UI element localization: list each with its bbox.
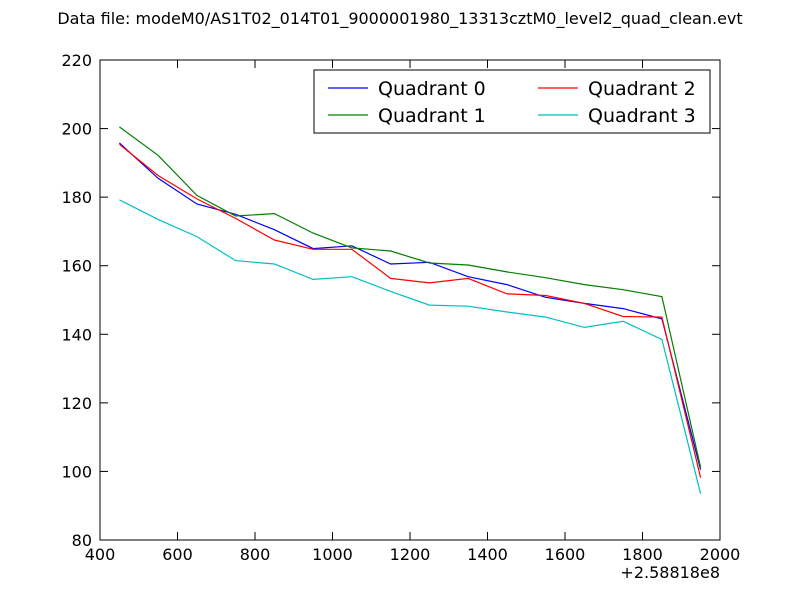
legend-items: Quadrant 0 Quadrant 1 Quadrant 2 Quadrant 3: [328, 78, 696, 127]
x-axis-offset-label: +2.58818e8: [620, 563, 720, 582]
series-line-quadrant-3: [119, 199, 702, 494]
x-tick-label: 1800: [622, 545, 663, 564]
legend-label-quadrant-0: Quadrant 0: [378, 78, 486, 100]
y-tick-label: 180: [61, 188, 92, 207]
x-tick-label: 600: [162, 545, 193, 564]
y-tick-label: 160: [61, 257, 92, 276]
y-tick-label: 100: [61, 462, 92, 481]
legend-label-quadrant-3: Quadrant 3: [588, 105, 696, 127]
y-tick-label: 120: [61, 394, 92, 413]
series-line-quadrant-1: [119, 126, 702, 468]
x-tick-label: 1000: [312, 545, 353, 564]
series-layer: [118, 126, 702, 494]
y-tick-label: 140: [61, 325, 92, 344]
y-axis: 80 100 120 140 160 180 200 220: [61, 51, 720, 550]
y-tick-label: 80: [72, 531, 92, 550]
x-tick-label: 1200: [390, 545, 431, 564]
x-tick-label: 800: [240, 545, 271, 564]
series-line-quadrant-0: [118, 142, 702, 470]
y-tick-label: 200: [61, 120, 92, 139]
x-tick-label: 1400: [467, 545, 508, 564]
legend-label-quadrant-1: Quadrant 1: [378, 105, 486, 127]
x-tick-label: 2000: [700, 545, 741, 564]
y-tick-label: 220: [61, 51, 92, 70]
legend-label-quadrant-2: Quadrant 2: [588, 78, 696, 100]
x-axis: 400 600 800 1000 1200 1400 1600 1800 2000: [85, 60, 741, 564]
x-tick-label: 1600: [545, 545, 586, 564]
chart-title: Data file: modeM0/AS1T02_014T01_90000019…: [57, 9, 742, 29]
x-tick-label: 400: [85, 545, 116, 564]
series-line-quadrant-2: [119, 143, 702, 478]
legend-box: [313, 69, 711, 134]
legend: Quadrant 0 Quadrant 1 Quadrant 2 Quadrant 3: [313, 69, 711, 134]
